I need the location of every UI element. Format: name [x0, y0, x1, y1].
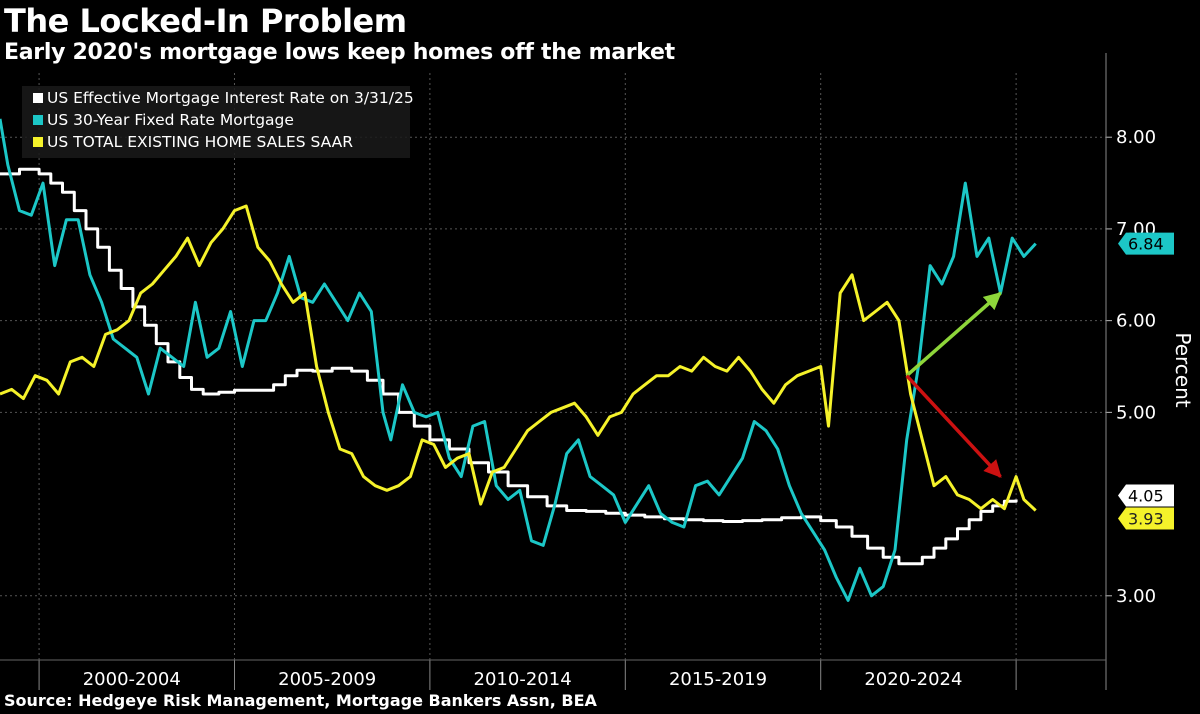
last-value-badges: 3.93 4.05 6.84 [1118, 232, 1174, 530]
y-tick-label: 6.00 [1116, 311, 1156, 332]
y-tick-label: 3.00 [1116, 586, 1156, 607]
effective-rate-badge-text: 4.05 [1128, 486, 1164, 505]
legend-swatch [33, 115, 43, 125]
y-axis-label: Percent [1171, 332, 1195, 407]
x-category-label: 2020-2024 [864, 669, 962, 690]
chart-subtitle: Early 2020's mortgage lows keep homes of… [4, 40, 675, 65]
effective-rate-badge: 4.05 [1118, 484, 1174, 507]
y-tick-label: 5.00 [1116, 402, 1156, 423]
x-category-label: 2005-2009 [278, 669, 376, 690]
fixed-rate-badge: 6.84 [1118, 232, 1174, 255]
green-up-arrow [905, 291, 1002, 377]
legend-entry: US Effective Mortgage Interest Rate on 3… [47, 89, 414, 107]
annotations [905, 291, 1002, 478]
fixed-rate-badge-shape [1118, 232, 1174, 255]
home-sales-badge-text: 3.93 [1128, 509, 1164, 528]
legend: US Effective Mortgage Interest Rate on 3… [22, 86, 414, 158]
red-down-arrow [905, 374, 1002, 478]
series-layer [0, 118, 1037, 602]
effective-rate-badge-shape [1118, 484, 1174, 507]
x-category-label: 2010-2014 [474, 669, 572, 690]
home-sales-badge: 3.93 [1118, 507, 1174, 530]
grid-lines [0, 73, 1106, 660]
legend-box [22, 86, 410, 158]
fixed-rate-badge-text: 6.84 [1128, 235, 1164, 254]
y-tick-label: 8.00 [1116, 127, 1156, 148]
home-sales-badge-shape [1118, 507, 1174, 530]
x-category-label: 2000-2004 [83, 669, 181, 690]
source-note: Source: Hedgeye Risk Management, Mortgag… [4, 691, 597, 710]
series-line-2 [0, 118, 1037, 602]
series-line-1 [0, 167, 1018, 566]
chart-title: The Locked-In Problem [4, 2, 407, 40]
x-category-label: 2015-2019 [669, 669, 767, 690]
legend-entry: US TOTAL EXISTING HOME SALES SAAR [47, 133, 353, 151]
series-line-3 [0, 204, 1037, 512]
legend-swatch [33, 137, 43, 147]
legend-entry: US 30-Year Fixed Rate Mortgage [47, 111, 294, 129]
legend-swatch [33, 93, 43, 103]
